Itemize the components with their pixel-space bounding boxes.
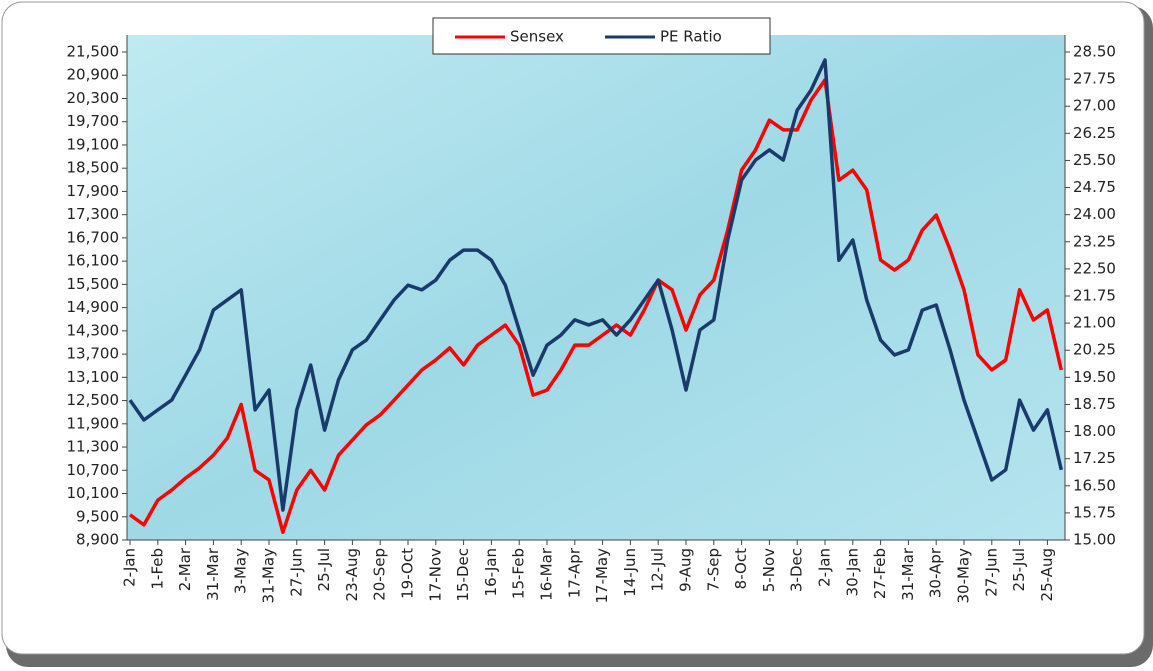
x-tick-label: 31-May bbox=[260, 548, 278, 604]
y-tick-label: 21,500 bbox=[67, 43, 120, 61]
y2-tick-label: 20.25 bbox=[1073, 341, 1116, 359]
y2-tick-label: 15.75 bbox=[1073, 503, 1116, 521]
y2-tick-label: 28.50 bbox=[1073, 43, 1116, 61]
y-tick-label: 15,500 bbox=[67, 275, 120, 293]
x-tick-label: 3-May bbox=[232, 548, 250, 594]
y-tick-label: 17,300 bbox=[67, 205, 120, 223]
y2-tick-label: 18.00 bbox=[1073, 422, 1116, 440]
y-tick-label: 17,900 bbox=[67, 182, 120, 200]
x-tick-label: 19-Oct bbox=[399, 548, 417, 599]
x-tick-label: 30-May bbox=[955, 548, 973, 604]
y-tick-label: 19,700 bbox=[67, 112, 120, 130]
y-tick-label: 13,700 bbox=[67, 345, 120, 363]
y2-tick-label: 24.75 bbox=[1073, 178, 1116, 196]
x-tick-label: 30-Apr bbox=[927, 547, 945, 598]
x-tick-label: 25-Jul bbox=[315, 548, 333, 591]
y2-tick-label: 27.75 bbox=[1073, 70, 1116, 88]
y-tick-label: 19,100 bbox=[67, 135, 120, 153]
page: 8,900 9,500 10,100 10,700 11,300 11,900 12,500… bbox=[0, 0, 1153, 671]
x-tick-label: 2-Mar bbox=[176, 547, 194, 591]
x-tick-label: 8-Oct bbox=[732, 548, 750, 589]
x-tick-label: 17-Apr bbox=[565, 547, 583, 598]
x-tick-label: 2-Jan bbox=[121, 548, 139, 587]
y-tick-label: 9,500 bbox=[76, 507, 119, 525]
y-tick-label: 20,300 bbox=[67, 89, 120, 107]
x-tick-label: 14-Jun bbox=[621, 548, 639, 597]
y2-tick-label: 26.25 bbox=[1073, 124, 1116, 142]
y2-tick-label: 19.50 bbox=[1073, 368, 1116, 386]
x-tick-label: 2-Jan bbox=[816, 548, 834, 587]
y2-tick-label: 22.50 bbox=[1073, 259, 1116, 277]
y-tick-label: 11,900 bbox=[67, 414, 120, 432]
x-tick-label: 15-Dec bbox=[454, 548, 472, 602]
x-tick-label: 1-Feb bbox=[148, 548, 166, 590]
x-tick-label: 27-Feb bbox=[871, 548, 889, 599]
x-tick-label: 12-Jul bbox=[649, 548, 667, 591]
y2-tick-label: 18.75 bbox=[1073, 395, 1116, 413]
y-tick-label: 14,300 bbox=[67, 321, 120, 339]
y2-tick-label: 17.25 bbox=[1073, 449, 1116, 467]
y2-tick-label: 16.50 bbox=[1073, 476, 1116, 494]
x-tick-label: 31-Mar bbox=[204, 547, 222, 601]
x-tick-label: 17-Nov bbox=[426, 548, 444, 602]
y-tick-label: 8,900 bbox=[76, 531, 119, 549]
x-tick-label: 17-May bbox=[593, 548, 611, 604]
x-tick-label: 7-Sep bbox=[704, 548, 722, 591]
x-tick-label: 31-Mar bbox=[899, 547, 917, 601]
x-tick-label: 5-Nov bbox=[760, 548, 778, 592]
y-tick-label: 16,700 bbox=[67, 228, 120, 246]
y-tick-label: 14,900 bbox=[67, 298, 120, 316]
x-tick-label: 30-Jan bbox=[843, 548, 861, 596]
y2-tick-label: 23.25 bbox=[1073, 232, 1116, 250]
x-tick-label: 25-Aug bbox=[1038, 548, 1056, 601]
x-tick-label: 27-Jun bbox=[287, 548, 305, 597]
x-tick-label: 9-Aug bbox=[677, 548, 695, 592]
x-tick-label: 15-Feb bbox=[510, 548, 528, 599]
x-tick-label: 25-Jul bbox=[1010, 548, 1028, 591]
y-tick-label: 18,500 bbox=[67, 159, 120, 177]
legend: Sensex PE Ratio bbox=[433, 18, 770, 54]
y2-tick-label: 25.50 bbox=[1073, 151, 1116, 169]
y2-tick-label: 15.00 bbox=[1073, 531, 1116, 549]
y-tick-label: 11,300 bbox=[67, 438, 120, 456]
y-tick-label: 10,100 bbox=[67, 484, 120, 502]
y-tick-label: 16,100 bbox=[67, 252, 120, 270]
x-tick-label: 20-Sep bbox=[371, 548, 389, 601]
y-tick-label: 13,100 bbox=[67, 368, 120, 386]
y-tick-label: 10,700 bbox=[67, 461, 120, 479]
y2-tick-label: 24.00 bbox=[1073, 205, 1116, 223]
x-tick-label: 27-Jun bbox=[982, 548, 1000, 597]
x-tick-label: 3-Dec bbox=[788, 548, 806, 592]
x-tick-label: 16-Jan bbox=[482, 548, 500, 596]
chart: 8,900 9,500 10,100 10,700 11,300 11,900 12,500… bbox=[0, 0, 1153, 667]
y-tick-label: 12,500 bbox=[67, 391, 120, 409]
legend-label: Sensex bbox=[510, 28, 564, 46]
y2-tick-label: 21.75 bbox=[1073, 287, 1116, 305]
x-tick-label: 23-Aug bbox=[343, 548, 361, 601]
y2-tick-label: 27.00 bbox=[1073, 97, 1116, 115]
legend-label: PE Ratio bbox=[660, 28, 722, 46]
x-tick-label: 16-Mar bbox=[538, 547, 556, 601]
y-tick-label: 20,900 bbox=[67, 66, 120, 84]
plot-area bbox=[127, 35, 1065, 540]
y2-tick-label: 21.00 bbox=[1073, 314, 1116, 332]
